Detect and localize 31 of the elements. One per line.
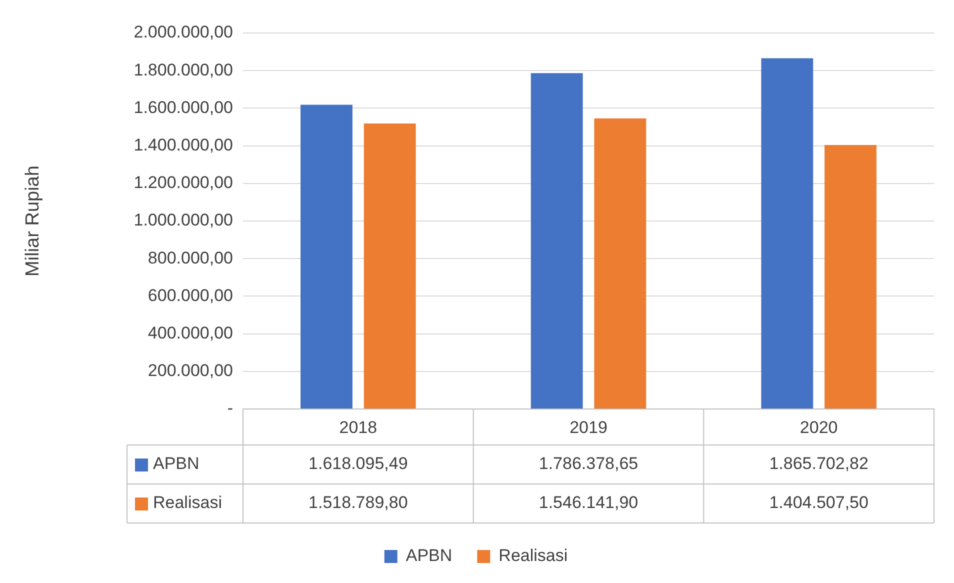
y-tick-label: 400.000,00 <box>148 323 233 342</box>
y-tick-label: 200.000,00 <box>148 361 233 380</box>
text: APBN <box>406 546 452 566</box>
data-label: 1.404.507,50 <box>769 493 868 512</box>
y-tick-label: 1.400.000,00 <box>134 135 233 154</box>
data-label: 1.865.702,82 <box>769 454 868 474</box>
bar <box>824 144 876 408</box>
legend-label: APBN <box>153 454 200 474</box>
bar <box>300 104 352 408</box>
bar <box>594 118 646 408</box>
bar <box>364 123 416 408</box>
legend-label: Realisasi <box>498 546 568 566</box>
data-label: 1.546.141,90 <box>538 493 638 512</box>
data-label: 1.618.095,49 <box>308 454 408 474</box>
y-tick-label: 600.000,00 <box>148 286 233 305</box>
y-tick-label: - <box>227 398 233 418</box>
y-axis-title: Miliar Rupiah <box>22 166 44 276</box>
x-tick-label: 2020 <box>800 418 838 437</box>
bar <box>530 73 583 408</box>
data-label: 1.786.378,65 <box>538 454 638 474</box>
text: Realisasi <box>153 493 222 512</box>
y-tick-label: 1.200.000,00 <box>134 173 233 192</box>
y-tick-label: 1.600.000,00 <box>134 98 233 117</box>
y-tick-label: 1.000.000,00 <box>134 210 233 230</box>
y-tick-label: 800.000,00 <box>148 248 233 268</box>
bar <box>761 58 814 408</box>
y-tick-label: 2.000.000,00 <box>134 22 233 42</box>
x-tick-label: 2019 <box>570 418 608 437</box>
y-tick-label: 1.800.000,00 <box>134 60 233 80</box>
x-tick-label: 2018 <box>339 418 378 437</box>
data-label: 1.518.789,80 <box>308 493 408 512</box>
